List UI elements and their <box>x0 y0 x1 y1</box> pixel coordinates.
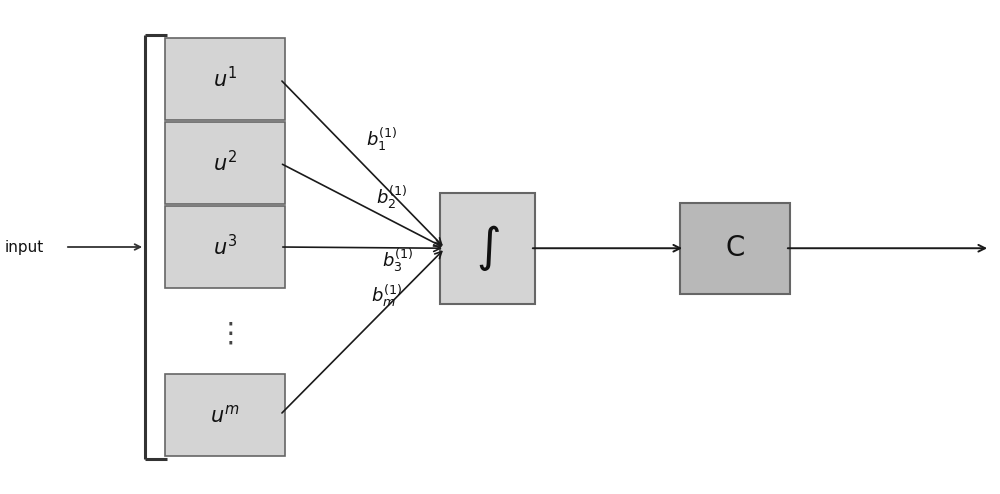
Text: $\vdots$: $\vdots$ <box>216 320 234 347</box>
Text: $b_{1}^{(1)}$: $b_{1}^{(1)}$ <box>366 126 397 153</box>
Text: $b_{2}^{(1)}$: $b_{2}^{(1)}$ <box>376 184 407 211</box>
FancyBboxPatch shape <box>165 39 285 120</box>
Text: $u^{3}$: $u^{3}$ <box>213 234 237 260</box>
Text: $b_{3}^{(1)}$: $b_{3}^{(1)}$ <box>382 247 414 274</box>
FancyBboxPatch shape <box>680 203 790 294</box>
Text: $u^{m}$: $u^{m}$ <box>210 404 240 426</box>
FancyBboxPatch shape <box>165 206 285 288</box>
FancyBboxPatch shape <box>440 193 535 304</box>
Text: C: C <box>725 234 745 262</box>
Text: $\int$: $\int$ <box>476 223 499 273</box>
Text: input: input <box>5 240 44 254</box>
Text: $u^{1}$: $u^{1}$ <box>213 66 237 92</box>
Text: $u^{2}$: $u^{2}$ <box>213 150 237 176</box>
Text: $b_{m}^{(1)}$: $b_{m}^{(1)}$ <box>371 283 402 309</box>
FancyBboxPatch shape <box>165 374 285 455</box>
FancyBboxPatch shape <box>165 123 285 204</box>
